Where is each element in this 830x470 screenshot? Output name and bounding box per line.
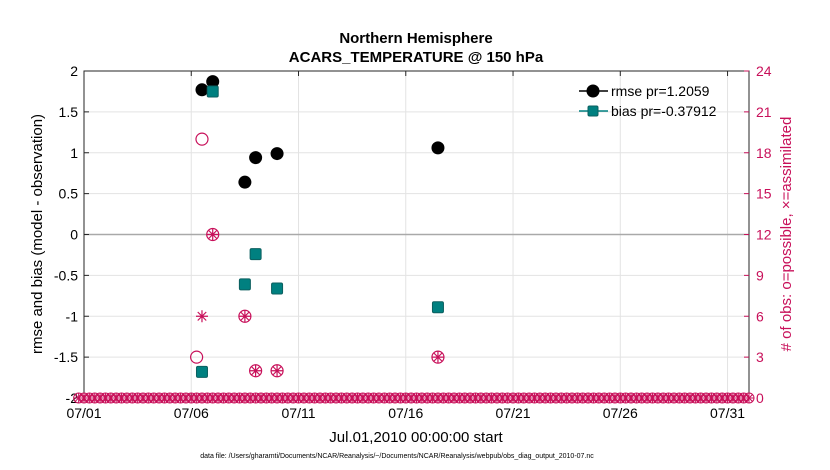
y-axis-label: rmse and bias (model - observation) (29, 114, 46, 354)
x-tick-label-3: 07/16 (388, 405, 423, 421)
chart-title-line-1: Northern Hemisphere (339, 30, 492, 47)
bias-point-4 (271, 282, 284, 295)
y2-tick-label-0: 24 (756, 63, 772, 79)
obs-assimilated-marker-4 (271, 364, 284, 377)
y-tick-labels: 21.510.50-0.5-1-1.5-2 (54, 63, 78, 406)
y-tick-label-3: 0.5 (59, 186, 79, 202)
y-tick-label-1: 1.5 (59, 104, 79, 120)
x-tick-label-1: 07/06 (174, 405, 209, 421)
x-axis-label: Jul.01,2010 00:00:00 start (329, 429, 503, 446)
data-file-footer: data file: /Users/gharamti/Documents/NCA… (200, 453, 594, 460)
y-tick-label-4: 0 (70, 227, 78, 243)
legend-rmse-marker (586, 84, 600, 98)
legend: rmse pr=1.2059 bias pr=-0.37912 (579, 83, 717, 119)
y2-tick-label-3: 15 (756, 186, 772, 202)
chart-title-line-2: ACARS_TEMPERATURE @ 150 hPa (289, 49, 544, 66)
obs-possible-marker-0 (190, 350, 204, 364)
y-tick-label-6: -1 (66, 308, 79, 324)
x-tick-label-2: 07/11 (282, 405, 316, 421)
rmse-point-2 (238, 175, 252, 189)
rmse-point-1 (206, 75, 220, 89)
x-tick-label-4: 07/21 (496, 405, 531, 421)
y2-axis-label: # of obs: o=possible, ×=assimilated (778, 117, 795, 352)
y-tick-label-0: 2 (70, 63, 78, 79)
obs-assimilated-marker-0 (195, 310, 208, 323)
bias-point-2 (238, 278, 251, 291)
rmse-point-0 (195, 83, 209, 97)
y-tick-label-7: -1.5 (54, 349, 78, 365)
legend-bias-marker (587, 105, 599, 117)
rmse-point-4 (270, 147, 284, 161)
y2-tick-label-1: 21 (756, 104, 772, 120)
obs-assimilated-marker-1 (206, 228, 219, 241)
y2-tick-label-4: 12 (756, 227, 772, 243)
bias-point-1 (206, 85, 219, 98)
obs-baseline-markers (73, 392, 755, 404)
y2-tick-label-8: 0 (756, 390, 764, 406)
bias-point-3 (249, 248, 262, 261)
obs-count-markers (190, 132, 445, 378)
bias-point-5 (431, 301, 444, 314)
y2-tick-labels: 24 21 18 15 12 9 6 3 0 (756, 63, 772, 406)
legend-bias-label: bias pr=-0.37912 (611, 103, 717, 119)
rmse-point-3 (249, 151, 263, 165)
bias-point-0 (195, 365, 208, 378)
y2-tick-label-6: 6 (756, 308, 764, 324)
x-tick-label-5: 07/26 (603, 405, 638, 421)
baseline-assimilated-marker-125 (744, 393, 754, 403)
y2-tick-label-5: 9 (756, 267, 764, 283)
x-tick-label-0: 07/01 (66, 405, 101, 421)
x-tick-labels: 07/01 07/06 07/11 07/16 07/21 07/26 07/31 (66, 405, 745, 421)
y2-tick-label-2: 18 (756, 145, 772, 161)
y2-tick-label-7: 3 (756, 349, 764, 365)
rmse-point-5 (431, 141, 445, 155)
y-tick-label-2: 1 (70, 145, 78, 161)
obs-assimilated-marker-5 (431, 351, 444, 364)
obs-possible-marker-1 (195, 132, 209, 146)
obs-assimilated-marker-2 (238, 310, 251, 323)
y-tick-label-5: -0.5 (54, 267, 78, 283)
series-markers (195, 75, 445, 378)
legend-rmse-label: rmse pr=1.2059 (611, 83, 710, 99)
x-tick-label-6: 07/31 (710, 405, 745, 421)
obs-assimilated-marker-3 (249, 364, 262, 377)
